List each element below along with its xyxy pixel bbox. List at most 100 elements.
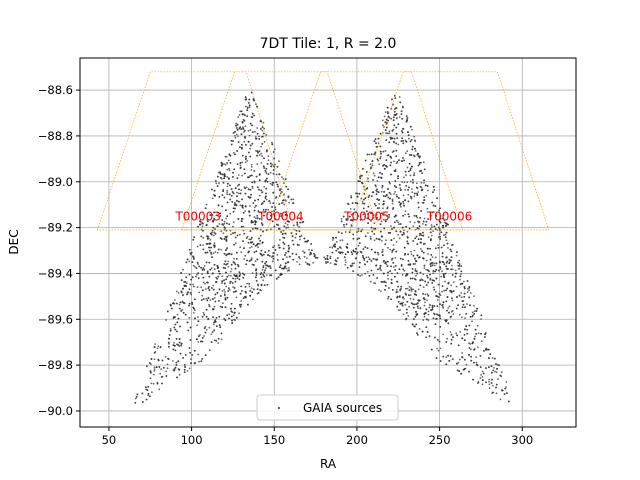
gaia-source-point <box>217 342 220 344</box>
gaia-source-point <box>265 208 267 211</box>
gaia-source-point <box>468 354 470 356</box>
gaia-source-point <box>423 267 426 269</box>
gaia-source-point <box>193 258 195 260</box>
gaia-source-point <box>494 370 496 373</box>
gaia-source-point <box>408 170 410 173</box>
gaia-source-point <box>460 273 462 275</box>
gaia-source-point <box>493 367 495 369</box>
gaia-source-point <box>233 202 236 204</box>
gaia-source-point <box>435 317 438 320</box>
gaia-source-point <box>354 202 357 204</box>
gaia-source-point <box>254 245 257 247</box>
gaia-source-point <box>390 225 392 227</box>
gaia-source-point <box>380 290 382 293</box>
gaia-source-point <box>276 253 279 256</box>
gaia-source-point <box>446 337 449 340</box>
gaia-source-point <box>213 329 216 332</box>
gaia-source-point <box>414 147 416 150</box>
gaia-source-point <box>468 286 471 289</box>
gaia-source-point <box>196 261 199 264</box>
gaia-source-point <box>198 265 201 268</box>
gaia-source-point <box>272 181 275 184</box>
gaia-source-point <box>232 151 235 154</box>
gaia-source-point <box>326 255 329 257</box>
gaia-source-point <box>402 106 404 109</box>
gaia-source-point <box>391 200 394 202</box>
gaia-source-point <box>267 173 270 176</box>
gaia-source-point <box>356 251 359 254</box>
gaia-source-point <box>384 243 387 246</box>
gaia-source-point <box>219 326 222 329</box>
gaia-source-point <box>466 332 469 335</box>
gaia-source-point <box>224 260 227 263</box>
gaia-source-point <box>422 293 424 295</box>
gaia-source-point <box>463 287 466 290</box>
gaia-source-point <box>252 202 255 204</box>
gaia-source-point <box>429 231 432 234</box>
gaia-source-point <box>303 237 306 240</box>
gaia-source-point <box>459 283 462 285</box>
gaia-source-point <box>223 238 226 240</box>
gaia-source-point <box>479 377 482 379</box>
gaia-source-point <box>397 221 399 224</box>
gaia-source-point <box>394 114 397 116</box>
gaia-source-point <box>385 165 387 167</box>
gaia-source-point <box>421 172 423 175</box>
tile-outline-t00004 <box>181 71 379 231</box>
gaia-source-point <box>372 217 375 219</box>
gaia-source-point <box>431 256 434 258</box>
gaia-source-point <box>444 233 447 236</box>
gaia-source-point <box>200 360 203 363</box>
gaia-source-point <box>364 235 367 238</box>
gaia-source-point <box>157 345 160 347</box>
gaia-source-point <box>417 206 420 209</box>
gaia-source-point <box>243 247 245 250</box>
gaia-source-point <box>250 91 253 94</box>
gaia-source-point <box>421 330 424 333</box>
gaia-source-point <box>439 360 442 362</box>
gaia-source-point <box>186 291 189 294</box>
gaia-source-point <box>229 270 232 273</box>
gaia-source-point <box>401 273 404 276</box>
gaia-source-point <box>407 282 409 284</box>
gaia-source-point <box>213 263 216 266</box>
gaia-source-point <box>176 313 179 316</box>
gaia-source-point <box>239 164 242 167</box>
gaia-source-point <box>243 140 246 143</box>
gaia-source-point <box>385 239 387 242</box>
gaia-source-point <box>428 306 431 309</box>
gaia-source-point <box>402 176 405 179</box>
gaia-source-point <box>397 175 399 178</box>
gaia-source-point <box>222 302 224 305</box>
gaia-source-point <box>402 296 404 298</box>
gaia-source-point <box>450 310 453 313</box>
gaia-source-point <box>377 251 379 254</box>
gaia-source-point <box>376 158 379 161</box>
gaia-source-point <box>226 185 229 188</box>
gaia-source-point <box>240 225 243 228</box>
gaia-source-point <box>394 214 397 217</box>
gaia-source-point <box>208 246 211 249</box>
gaia-source-point <box>279 274 282 276</box>
gaia-source-point <box>373 233 376 235</box>
gaia-source-point <box>205 223 208 226</box>
gaia-source-point <box>466 280 469 282</box>
tile-labels: T00003 T00004 T00005 T00006 <box>174 210 472 224</box>
gaia-source-point <box>458 267 460 270</box>
gaia-source-point <box>387 119 389 122</box>
gaia-source-point <box>442 301 445 304</box>
gaia-source-point <box>141 392 144 395</box>
gaia-source-point <box>368 153 371 156</box>
gaia-source-point <box>342 215 345 218</box>
gaia-source-point <box>442 274 445 277</box>
gaia-source-point <box>389 182 391 185</box>
gaia-source-point <box>266 283 269 286</box>
gaia-source-point <box>451 358 454 360</box>
gaia-source-point <box>479 366 482 368</box>
gaia-source-point <box>177 360 180 363</box>
gaia-source-point <box>189 339 192 341</box>
y-tick-label: −89.2 <box>38 221 73 235</box>
gaia-source-point <box>380 269 382 272</box>
gaia-source-point <box>363 192 366 195</box>
gaia-source-point <box>244 210 247 213</box>
